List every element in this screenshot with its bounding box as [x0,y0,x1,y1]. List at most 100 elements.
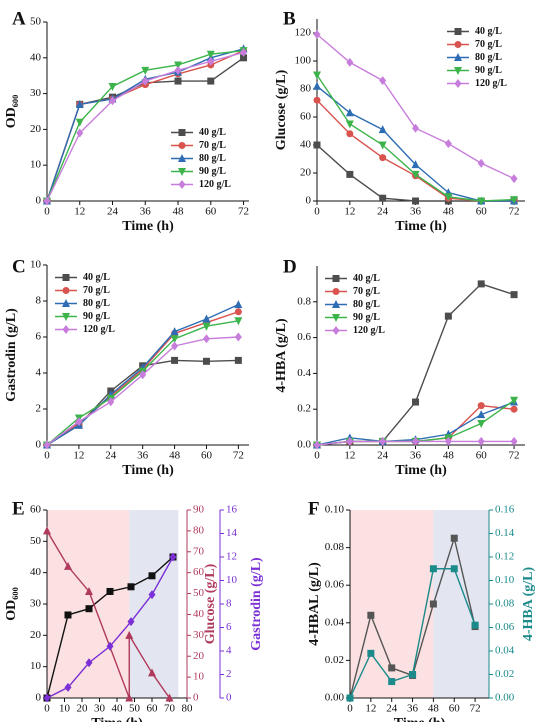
x-tick-label: 12 [365,703,376,715]
y3-tick-label: 14 [226,527,238,539]
legend-marker [332,275,340,282]
legend-label: 40 g/L [475,26,502,37]
marker [346,436,354,446]
legend-label: 80 g/L [475,52,502,63]
marker [43,196,51,206]
y-tick-label: 120 [295,27,312,39]
legend-marker [332,314,340,322]
x-tick-label: 80 [182,703,194,715]
marker [75,118,84,127]
y2-tick-label: 10 [193,671,205,683]
marker [346,57,354,67]
legend-marker [454,41,462,48]
x-tick-label: 48 [173,206,185,218]
marker [477,436,485,446]
marker [444,139,452,149]
x-tick-label: 0 [347,703,353,715]
legend-marker [332,300,340,308]
marker [510,396,519,405]
legend-marker [178,154,186,162]
y-tick-label: 30 [30,598,42,610]
marker [240,54,248,62]
legend-label: 90 g/L [199,166,226,177]
x-tick-label: 36 [137,450,149,462]
legend-marker [178,142,186,149]
marker [125,630,134,639]
marker [109,96,117,106]
y-tick-label: 4 [36,367,42,379]
marker [148,590,156,600]
marker [234,300,243,309]
y-tick-label: 0.08 [325,541,345,553]
y2-tick-label: 0.04 [495,645,515,657]
marker [313,71,321,80]
y-tick-label: 0.6 [297,331,311,343]
marker [411,170,420,179]
y2-tick-label: 0.00 [495,692,515,704]
phase-region [129,510,179,698]
y3-tick-label: 10 [226,574,238,586]
x-tick-label: 48 [428,703,440,715]
y2-tick-label: 50 [193,587,205,599]
legend-marker [178,129,186,136]
legend-label: 70 g/L [199,140,226,151]
marker [85,605,93,613]
marker [107,397,115,407]
series-line [316,85,515,202]
marker [108,82,117,91]
marker [412,436,420,446]
y-tick-label: 0.10 [325,504,345,516]
y3-tick-label: 12 [226,551,237,563]
marker [379,76,387,86]
y-axis-label: Gastrodin (g/L) [4,308,19,402]
legend-marker [62,274,70,281]
marker [412,197,420,205]
phase-region [433,510,489,698]
marker [313,440,321,450]
legend-marker [62,313,70,321]
marker [234,308,242,316]
marker [85,586,93,595]
y2-tick-label: 0.08 [495,598,515,610]
legend-label: 70 g/L [475,39,502,50]
panel-label: D [283,256,297,277]
marker [510,436,518,446]
y2-tick-label: 0.06 [495,621,515,633]
x-tick-label: 36 [410,206,422,218]
x-tick-label: 12 [344,450,355,462]
marker [444,312,452,320]
y-axis-label: 4-HBAL (g/L) [307,562,322,646]
y-tick-label: 100 [295,55,312,67]
y-tick-label: 10 [30,259,42,271]
marker [477,280,485,288]
panel-label: C [12,256,26,277]
legend-label: 90 g/L [475,65,502,76]
legend-marker [454,53,462,61]
y3-tick-label: 2 [226,668,232,680]
y-tick-label: 0.06 [325,579,345,591]
y-tick-label: 10 [30,660,42,672]
y3-tick-label: 8 [226,598,232,610]
marker [346,170,354,178]
marker [75,417,83,427]
y-tick-label: 0 [36,692,42,704]
y-tick-label: 60 [300,111,312,123]
legend-label: 80 g/L [353,299,380,310]
marker [378,125,387,134]
x-tick-label: 0 [44,450,50,462]
marker [379,194,387,202]
series-line [316,74,515,202]
x-tick-label: 36 [410,450,422,462]
y-tick-label: 6 [36,331,42,343]
x-tick-label: 72 [233,450,244,462]
marker [471,621,479,629]
y2-tick-label: 60 [193,566,205,578]
x-tick-label: 12 [344,206,355,218]
legend-label: 120 g/L [353,325,385,336]
x-axis-label: Time (h) [394,716,446,722]
y-tick-label: 50 [30,16,42,28]
y2-tick-label: 0.16 [495,504,515,516]
marker [367,649,375,657]
marker [388,664,396,672]
marker [202,357,210,365]
